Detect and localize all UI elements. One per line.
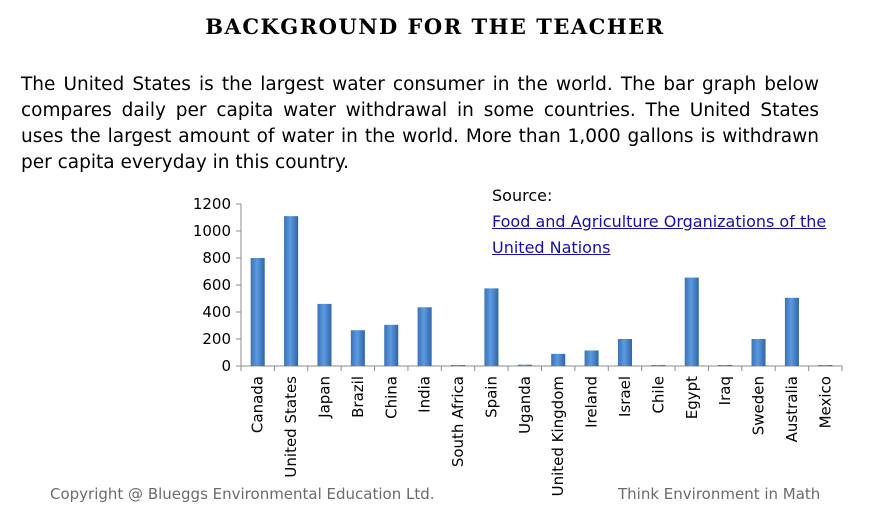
x-category-label: Uganda <box>516 376 534 434</box>
x-category-label: Iraq <box>716 376 734 405</box>
tagline-text: Think Environment in Math <box>618 485 821 503</box>
bar-india <box>417 307 432 366</box>
bar-japan <box>317 303 332 366</box>
x-category-label: China <box>382 376 400 419</box>
y-tick-label: 1000 <box>193 222 231 240</box>
y-tick-label: 0 <box>221 357 231 375</box>
bar-ireland <box>584 350 599 366</box>
x-category-label: South Africa <box>449 376 467 467</box>
source-block: Source: Food and Agriculture Organizatio… <box>492 183 852 261</box>
bar-spain <box>484 288 499 366</box>
bar-egypt <box>684 277 699 366</box>
x-category-label: Canada <box>249 376 267 433</box>
bar-canada <box>250 258 265 366</box>
x-category-label: Israel <box>616 376 634 417</box>
x-category-label: Ireland <box>583 376 601 428</box>
y-tick-label: 600 <box>202 276 231 294</box>
x-category-label: India <box>416 376 434 413</box>
y-tick-label: 800 <box>202 249 231 267</box>
bar-mexico <box>818 365 833 366</box>
bar-chile <box>651 365 666 366</box>
bar-china <box>384 324 399 366</box>
intro-paragraph: The United States is the largest water c… <box>21 74 819 173</box>
bar-brazil <box>350 330 365 366</box>
bar-united-states <box>284 216 299 366</box>
x-category-label: Chile <box>649 376 667 414</box>
x-category-label: Australia <box>783 376 801 442</box>
bar-iraq <box>718 365 733 366</box>
bar-uganda <box>517 364 532 366</box>
bar-south-africa <box>451 365 466 366</box>
source-label: Source: <box>492 186 553 205</box>
copyright-text: Copyright @ Blueggs Environmental Educat… <box>50 485 435 503</box>
y-tick-label: 200 <box>202 330 231 348</box>
bar-australia <box>784 297 799 366</box>
x-category-label: Egypt <box>683 376 701 419</box>
x-category-label: United Kingdom <box>549 376 567 496</box>
x-category-label: Sweden <box>750 376 768 435</box>
x-category-label: Japan <box>315 376 333 419</box>
x-category-label: Spain <box>482 376 500 418</box>
y-tick-label: 400 <box>202 303 231 321</box>
page-heading: BACKGROUND FOR THE TEACHER <box>205 14 665 39</box>
bar-sweden <box>751 339 766 366</box>
y-tick-label: 1200 <box>193 195 231 213</box>
x-category-label: Brazil <box>349 376 367 418</box>
bar-israel <box>617 339 632 366</box>
x-category-label: Mexico <box>816 376 834 428</box>
source-link[interactable]: Food and Agriculture Organizations of th… <box>492 212 827 257</box>
x-category-label: United States <box>282 376 300 478</box>
bar-united-kingdom <box>551 353 566 366</box>
